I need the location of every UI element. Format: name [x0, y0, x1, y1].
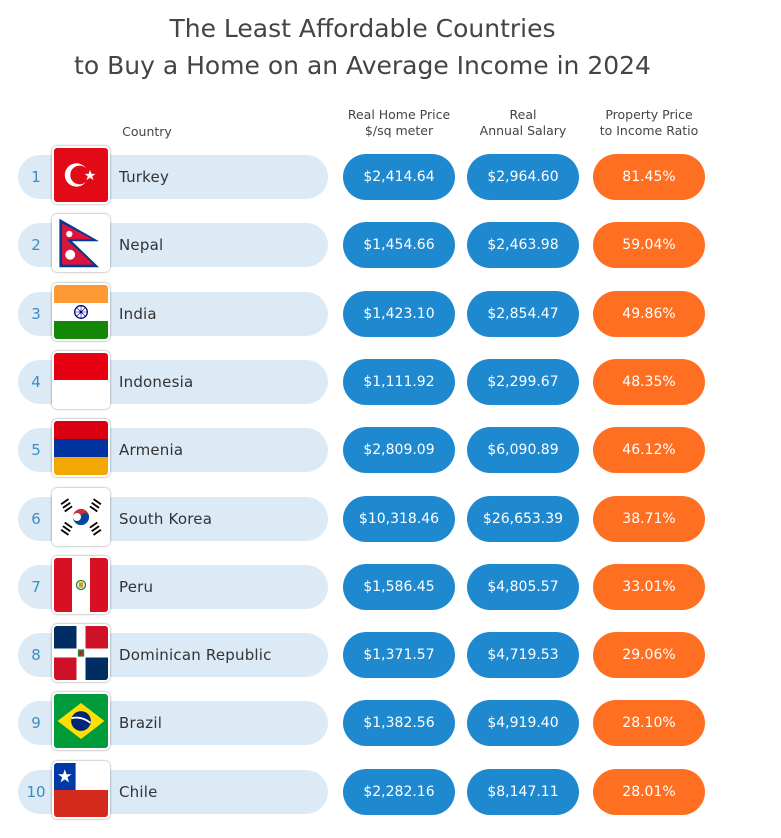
salary-value: $6,090.89 [467, 427, 579, 474]
ratio-value: 38.71% [593, 495, 705, 542]
home-price-header-line-2: $/sq meter [364, 123, 434, 138]
ratio-value: 48.35% [593, 358, 705, 405]
country-name: Indonesia [119, 372, 194, 391]
country-name: Dominican Republic [119, 646, 272, 665]
home-price-value: $1,371.57 [343, 632, 455, 679]
salary-value: $2,854.47 [467, 290, 579, 337]
home-price-value: $1,454.66 [343, 222, 455, 269]
salary-value: $4,805.57 [467, 563, 579, 610]
ratio-value: 49.86% [593, 290, 705, 337]
home-price-value: $2,414.64 [343, 154, 455, 200]
salary-value: $2,299.67 [467, 358, 579, 405]
ratio-value: 81.45% [593, 154, 705, 200]
table-row: 5 Armenia $2,809.09 $6,090.89 46.12% [0, 419, 781, 479]
rank-number: 10 [26, 782, 46, 801]
rank-number: 5 [31, 441, 41, 460]
ratio-value: 59.04% [593, 222, 705, 269]
table-row: 10 Chile $2,282.16 $8,147.11 28.01% [0, 760, 781, 821]
home-price-column-header: Real Home Price $/sq meter [339, 107, 459, 139]
nepal-flag-icon [52, 214, 110, 273]
ratio-header-line-1: Property Price [605, 107, 693, 122]
armenia-flag-icon [52, 419, 110, 478]
rank-number: 1 [31, 168, 41, 186]
country-name: Chile [119, 782, 158, 801]
table-row: 4 Indonesia $1,111.92 $2,299.67 48.35% [0, 350, 781, 411]
chart-title: The Least Affordable Countries to Buy a … [0, 10, 725, 84]
salary-header-line-2: Annual Salary [479, 123, 567, 138]
table-row: 2 Nepal $1,454.66 $2,463.98 59.04% [0, 214, 781, 274]
country-name: India [119, 304, 157, 323]
salary-value: $4,919.40 [467, 700, 579, 747]
country-name: Armenia [119, 441, 184, 460]
home-price-value: $1,586.45 [343, 563, 455, 610]
home-price-value: $1,382.56 [343, 700, 455, 747]
home-price-value: $2,282.16 [343, 768, 455, 815]
country-name: Peru [119, 577, 154, 596]
table-row: 7 Peru $1,586.45 $4,805.57 33.01% [0, 555, 781, 616]
table-row: 1 Turkey $2,414.64 $2,964.60 81.45% [0, 146, 781, 206]
country-column-header: Country [122, 124, 172, 139]
ratio-value: 33.01% [593, 563, 705, 610]
dominican-republic-flag-icon [52, 624, 110, 683]
rank-number: 6 [31, 509, 41, 528]
india-flag-icon [52, 282, 110, 341]
rank-number: 4 [31, 372, 41, 391]
brazil-flag-icon [52, 692, 110, 751]
salary-value: $26,653.39 [467, 495, 579, 542]
salary-value: $2,964.60 [467, 154, 579, 200]
country-name: South Korea [119, 509, 213, 528]
rank-number: 2 [31, 236, 41, 255]
ratio-column-header: Property Price to Income Ratio [589, 107, 709, 139]
table-row: 8 Dominican Republic $1,371.57 $4,719.53 29.… [0, 624, 781, 684]
south-korea-flag-icon [52, 487, 110, 546]
country-name: Nepal [119, 236, 164, 255]
home-price-value: $1,111.92 [343, 358, 455, 405]
indonesia-flag-icon [52, 350, 110, 409]
salary-column-header: Real Annual Salary [463, 107, 583, 139]
table-row: 6 South Korea $10,318.46 $26,653.39 38.71% [0, 487, 781, 548]
home-price-value: $10,318.46 [343, 495, 455, 542]
ratio-value: 29.06% [593, 632, 705, 679]
peru-flag-icon [52, 555, 110, 614]
ratio-header-line-2: to Income Ratio [599, 123, 699, 138]
salary-value: $8,147.11 [467, 768, 579, 815]
salary-header-line-1: Real [509, 107, 537, 122]
home-price-value: $2,809.09 [343, 427, 455, 474]
home-price-value: $1,423.10 [343, 290, 455, 337]
home-price-header-line-1: Real Home Price [347, 107, 451, 122]
title-line-1: The Least Affordable Countries [169, 14, 556, 43]
title-line-2: to Buy a Home on an Average Income in 20… [74, 51, 651, 80]
rank-number: 9 [31, 714, 41, 733]
country-name: Turkey [119, 168, 170, 186]
table-row: 3 India $1,423.10 $2,854.47 49.86% [0, 282, 781, 343]
salary-value: $2,463.98 [467, 222, 579, 269]
country-name: Brazil [119, 714, 163, 733]
ratio-value: 46.12% [593, 427, 705, 474]
rank-number: 3 [31, 304, 41, 323]
salary-value: $4,719.53 [467, 632, 579, 679]
ratio-value: 28.10% [593, 700, 705, 747]
chile-flag-icon [52, 760, 110, 819]
rank-number: 8 [31, 646, 41, 665]
table-row: 9 Brazil $1,382.56 $4,919.40 28.10% [0, 692, 781, 752]
rank-number: 7 [31, 577, 41, 596]
ratio-value: 28.01% [593, 768, 705, 815]
turkey-flag-icon [52, 146, 110, 204]
